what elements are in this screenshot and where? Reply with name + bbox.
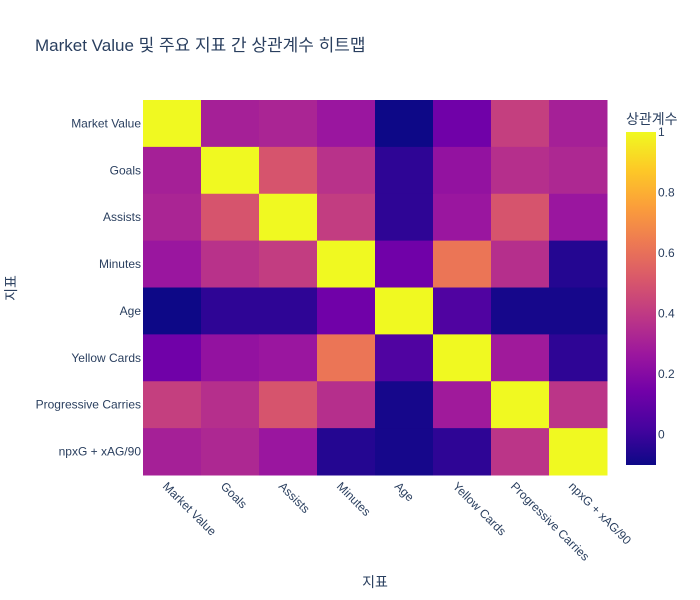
y-axis-ticks: Market Value Goals Assists Minutes Age Yellow…: [36, 116, 142, 458]
colorbar-tick-label: 0.2: [658, 367, 675, 381]
heatmap-cell-progressive-carries-yellow-cards: [433, 381, 492, 429]
colorbar-tick-label: 0.6: [658, 246, 675, 260]
heatmap-cell-npxg-xag-90-progressive-carries: [491, 428, 550, 476]
heatmap-cell-goals-minutes: [317, 146, 376, 195]
heatmap-cell-progressive-carries-npxg-xag-90: [549, 381, 608, 429]
heatmap-cell-assists-progressive-carries: [491, 193, 550, 242]
heatmap-cell-minutes-goals: [201, 240, 260, 288]
heatmap-cell-assists-npxg-xag-90: [549, 193, 608, 242]
heatmap-cell-assists-yellow-cards: [433, 193, 492, 242]
y-axis-title: 지표: [3, 275, 19, 301]
heatmap-cell-age-yellow-cards: [433, 287, 492, 335]
heatmap-cell-age-npxg-xag-90: [549, 287, 608, 335]
heatmap-cell-goals-market-value: [143, 146, 202, 195]
x-axis-title: 지표: [362, 574, 388, 590]
heatmap-cell-age-goals: [201, 287, 260, 335]
heatmap-cell-goals-npxg-xag-90: [549, 146, 608, 195]
heatmap-cell-yellow-cards-goals: [201, 334, 260, 382]
heatmap-cell-market-value-age: [375, 100, 434, 148]
colorbar-title: 상관계수: [626, 111, 678, 127]
heatmap-cell-age-minutes: [317, 287, 376, 335]
heatmap-cell-goals-goals: [201, 146, 260, 195]
y-tick-label: Progressive Carries: [36, 398, 141, 412]
heatmap-cell-age-market-value: [143, 287, 202, 335]
heatmap-cell-market-value-goals: [201, 100, 260, 148]
heatmap-cell-minutes-yellow-cards: [433, 240, 492, 288]
heatmap-cell-minutes-market-value: [143, 240, 202, 288]
heatmap-cell-assists-age: [375, 193, 434, 242]
colorbar-gradient: [626, 132, 656, 465]
x-tick-label: Minutes: [334, 479, 374, 519]
heatmap-cell-age-assists: [259, 287, 318, 335]
y-tick-label: Minutes: [99, 257, 141, 271]
heatmap-cell-minutes-progressive-carries: [491, 240, 550, 288]
chart-title: Market Value 및 주요 지표 간 상관계수 히트맵: [35, 36, 366, 55]
heatmap-cell-assists-market-value: [143, 193, 202, 242]
colorbar-tick-label: 1: [658, 125, 665, 139]
heatmap-cell-npxg-xag-90-age: [375, 428, 434, 476]
heatmap-cell-progressive-carries-assists: [259, 381, 318, 429]
heatmap-cell-minutes-minutes: [317, 240, 376, 288]
heatmap-cell-yellow-cards-yellow-cards: [433, 334, 492, 382]
y-tick-label: Market Value: [71, 116, 141, 130]
colorbar: 상관계수 0 0.2 0.4 0.6 0.8 1: [626, 111, 678, 465]
heatmap-cell-assists-goals: [201, 193, 260, 242]
heatmap-cell-minutes-assists: [259, 240, 318, 288]
y-tick-label: Assists: [103, 210, 141, 224]
y-tick-label: Goals: [110, 163, 141, 177]
heatmap-cell-progressive-carries-progressive-carries: [491, 381, 550, 429]
heatmap-cell-goals-progressive-carries: [491, 146, 550, 195]
colorbar-tick-label: 0.8: [658, 186, 675, 200]
heatmap-cell-yellow-cards-minutes: [317, 334, 376, 382]
heatmap-cell-market-value-minutes: [317, 100, 376, 148]
heatmap-cell-yellow-cards-npxg-xag-90: [549, 334, 608, 382]
heatmap-cells: [143, 100, 608, 476]
colorbar-tick-label: 0.4: [658, 307, 675, 321]
heatmap-cell-yellow-cards-age: [375, 334, 434, 382]
heatmap-cell-yellow-cards-market-value: [143, 334, 202, 382]
heatmap-cell-npxg-xag-90-npxg-xag-90: [549, 428, 608, 476]
heatmap-cell-assists-assists: [259, 193, 318, 242]
colorbar-tick-label: 0: [658, 428, 665, 442]
heatmap-cell-goals-age: [375, 146, 434, 195]
colorbar-ticks: 0 0.2 0.4 0.6 0.8 1: [658, 125, 675, 442]
heatmap-cell-minutes-age: [375, 240, 434, 288]
heatmap-cell-minutes-npxg-xag-90: [549, 240, 608, 288]
y-tick-label: Age: [120, 304, 142, 318]
heatmap-cell-goals-yellow-cards: [433, 146, 492, 195]
heatmap-cell-yellow-cards-assists: [259, 334, 318, 382]
y-tick-label: Yellow Cards: [71, 351, 141, 365]
heatmap-cell-progressive-carries-minutes: [317, 381, 376, 429]
heatmap-cell-market-value-assists: [259, 100, 318, 148]
heatmap-cell-npxg-xag-90-minutes: [317, 428, 376, 476]
heatmap-cell-npxg-xag-90-yellow-cards: [433, 428, 492, 476]
heatmap-cell-goals-assists: [259, 146, 318, 195]
heatmap-cell-npxg-xag-90-goals: [201, 428, 260, 476]
x-tick-label: Yellow Cards: [450, 479, 509, 538]
x-tick-label: Assists: [276, 479, 313, 516]
heatmap-cell-yellow-cards-progressive-carries: [491, 334, 550, 382]
heatmap-cell-age-progressive-carries: [491, 287, 550, 335]
heatmap-cell-npxg-xag-90-market-value: [143, 428, 202, 476]
x-tick-label: Market Value: [160, 479, 219, 538]
heatmap-cell-market-value-market-value: [143, 100, 202, 148]
y-tick-label: npxG + xAG/90: [59, 445, 142, 459]
heatmap-cell-progressive-carries-goals: [201, 381, 260, 429]
heatmap-cell-market-value-yellow-cards: [433, 100, 492, 148]
heatmap-cell-market-value-progressive-carries: [491, 100, 550, 148]
x-tick-label: Goals: [218, 479, 250, 511]
heatmap-cell-progressive-carries-age: [375, 381, 434, 429]
x-tick-label: Age: [392, 479, 417, 504]
heatmap-cell-npxg-xag-90-assists: [259, 428, 318, 476]
heatmap-cell-assists-minutes: [317, 193, 376, 242]
heatmap-cell-market-value-npxg-xag-90: [549, 100, 608, 148]
heatmap-cell-progressive-carries-market-value: [143, 381, 202, 429]
heatmap-cell-age-age: [375, 287, 434, 335]
